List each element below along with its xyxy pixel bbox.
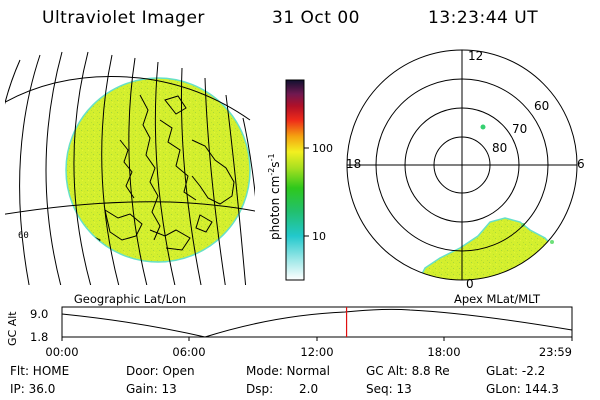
dsp-value: 2.0: [299, 382, 319, 396]
x-tick-2359: 23:59: [539, 345, 572, 359]
mlt-label-12: 12: [468, 49, 483, 63]
x-tick-1200: 12:00: [300, 345, 333, 359]
auroral-spot: [480, 124, 486, 130]
gain-value: Gain: 13: [126, 382, 177, 396]
mlat-ring-80: 80: [492, 141, 507, 155]
ip-value: IP: 36.0: [10, 382, 56, 396]
polar-panel: 12 18 6 0 60 70 80: [346, 49, 585, 291]
mlt-label-18: 18: [346, 157, 361, 171]
instrument-title: Ultraviolet Imager: [42, 8, 205, 28]
polar-grid: [346, 49, 578, 281]
x-tick-0000: 00:00: [45, 345, 78, 359]
mlt-label-0: 0: [466, 277, 474, 291]
polar-panel-caption: Apex MLat/MLT: [454, 292, 541, 306]
mlt-label-6: 6: [577, 157, 585, 171]
altitude-plot-frame: [61, 306, 573, 338]
altitude-y-label: GC Alt: [6, 311, 19, 346]
altitude-plot: 9.0 1.8 GC Alt 00:00 06:00 12:00 18:00 2…: [6, 306, 573, 359]
altitude-curve: [61, 308, 573, 338]
colorbar: 100 10 photon cm-2s-1: [267, 79, 333, 281]
sequence-number: Seq: 13: [366, 382, 412, 396]
geo-longitude: GLon: 144.3: [486, 382, 559, 396]
geo-corner-label: 60: [18, 231, 29, 241]
colorbar-tick-100: 100: [312, 142, 333, 155]
observation-date: 31 Oct 00: [272, 8, 360, 28]
colorbar-tick-10: 10: [312, 230, 326, 243]
geo-panel-caption: Geographic Lat/Lon: [74, 292, 186, 306]
flight-mode: Flt: HOME: [10, 364, 70, 378]
mode-status: Mode: Normal: [246, 364, 330, 378]
altitude-y-low: 1.8: [30, 330, 48, 344]
gc-altitude: GC Alt: 8.8 Re: [366, 364, 450, 378]
geo-latitude: GLat: -2.2: [486, 364, 546, 378]
latitude-lines: [5, 76, 255, 215]
earth-disk-image: [65, 77, 251, 263]
colorbar-label: photon cm-2s-1: [267, 153, 282, 240]
geographic-panel: [5, 51, 255, 285]
altitude-y-high: 9.0: [30, 307, 48, 321]
mlat-ring-70: 70: [512, 122, 527, 136]
x-tick-0600: 06:00: [172, 345, 205, 359]
observation-time: 13:23:44 UT: [428, 8, 539, 28]
x-tick-1800: 18:00: [427, 345, 460, 359]
colorbar-scale: [285, 79, 305, 281]
mlat-ring-60: 60: [534, 99, 549, 113]
door-status: Door: Open: [126, 364, 195, 378]
auroral-oval-image: [416, 217, 557, 280]
dsp-label: Dsp:: [246, 382, 274, 396]
coastlines: [85, 94, 235, 251]
longitude-lines: [5, 51, 255, 285]
